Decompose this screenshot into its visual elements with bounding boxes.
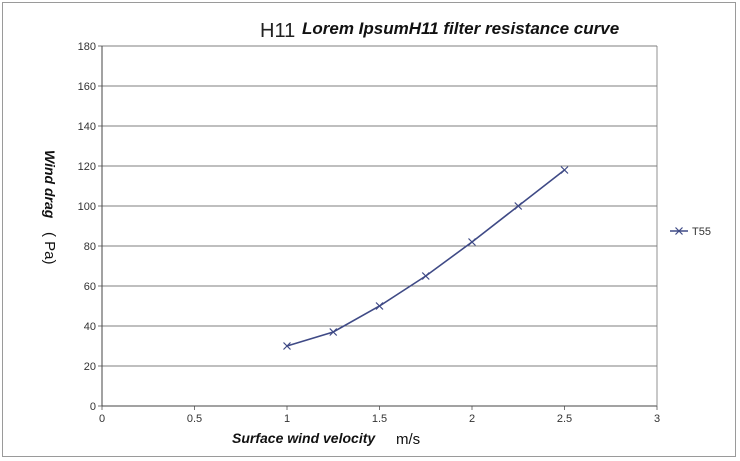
x-tick-label-1.5: 1.5 — [372, 413, 387, 425]
chart-title: Lorem IpsumH11 filter resistance curve — [302, 19, 619, 38]
y-tick-label-180: 180 — [78, 41, 96, 53]
x-tick-label-2.5: 2.5 — [557, 413, 572, 425]
y-tick-label-20: 20 — [84, 361, 96, 373]
x-tick-label-2: 2 — [469, 413, 475, 425]
y-tick-label-160: 160 — [78, 81, 96, 93]
series-layer — [283, 166, 569, 350]
legend-marker-icon — [675, 227, 683, 235]
y-tick-label-0: 0 — [90, 401, 96, 413]
legend: T55 — [670, 226, 711, 238]
y-tick-label-80: 80 — [84, 241, 96, 253]
legend-cross-marker — [675, 227, 683, 235]
chart-title-prefix: H11 — [260, 20, 295, 42]
y-tick-label-40: 40 — [84, 321, 96, 333]
chart-frame — [2, 2, 736, 457]
data-point-t55-4 — [468, 238, 476, 246]
data-point-t55-5 — [514, 202, 523, 210]
y-tick-label-120: 120 — [78, 161, 96, 173]
y-tick-label-60: 60 — [84, 281, 96, 293]
x-tick-label-1: 1 — [284, 413, 290, 425]
tick-labels: 0 20 40 60 80 100 120 140 160 180 0 0.5 1 1.5 2 2.5 3 — [78, 41, 660, 425]
data-point-t55-3 — [421, 272, 430, 280]
data-point-t55-0 — [283, 342, 291, 350]
x-tick-label-0: 0 — [99, 413, 105, 425]
y-axis-unit: ( Pa) — [41, 232, 58, 265]
y-axis-label: Wind drag — [42, 150, 58, 219]
y-tick-label-100: 100 — [78, 201, 96, 213]
data-point-t55-6 — [560, 166, 569, 174]
series-line-t55 — [286, 169, 565, 347]
x-axis-unit: m/s — [396, 431, 420, 448]
x-axis-label: Surface wind velocity — [232, 430, 376, 446]
x-tick-label-0.5: 0.5 — [187, 413, 202, 425]
data-point-t55-2 — [375, 302, 384, 310]
data-point-t55-1 — [329, 328, 338, 336]
y-tick-label-140: 140 — [78, 121, 96, 133]
legend-label-t55: T55 — [692, 226, 711, 238]
x-tick-label-3: 3 — [654, 413, 660, 425]
gridlines — [102, 45, 657, 367]
axes — [98, 45, 658, 410]
